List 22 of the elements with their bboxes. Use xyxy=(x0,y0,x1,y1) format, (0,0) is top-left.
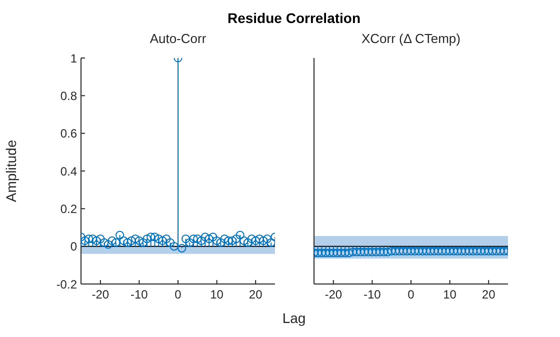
y-tick-label: 0.6 xyxy=(60,126,78,141)
x-tick-label: 10 xyxy=(210,288,224,302)
x-tick-label: -10 xyxy=(130,288,148,302)
x-tick-label: 20 xyxy=(482,288,496,302)
x-tick-label: -10 xyxy=(364,288,382,302)
y-axis-title: Amplitude xyxy=(3,140,20,202)
y-tick-label: 0.8 xyxy=(60,88,78,103)
y-tick-label: 0.2 xyxy=(60,202,78,216)
chart-title: Residue Correlation xyxy=(226,10,362,26)
y-tick-label: 0 xyxy=(70,240,78,254)
x-tick-label: 0 xyxy=(174,288,182,302)
x-tick-label: -20 xyxy=(92,288,110,302)
x-tick-label: 10 xyxy=(443,288,457,302)
x-tick-label: 20 xyxy=(248,288,263,302)
x-tick-label: -20 xyxy=(324,288,342,302)
x-tick-label: 0 xyxy=(408,288,415,302)
chart-subtitle: Auto-Corr xyxy=(148,31,208,46)
y-tick-label: 1 xyxy=(70,51,78,66)
x-axis-title: Lag xyxy=(281,310,307,326)
y-tick-label: 0.4 xyxy=(60,164,78,178)
y-tick-label: -0.2 xyxy=(56,277,78,292)
chart-subtitle: XCorr (Δ CTemp) xyxy=(360,31,462,46)
